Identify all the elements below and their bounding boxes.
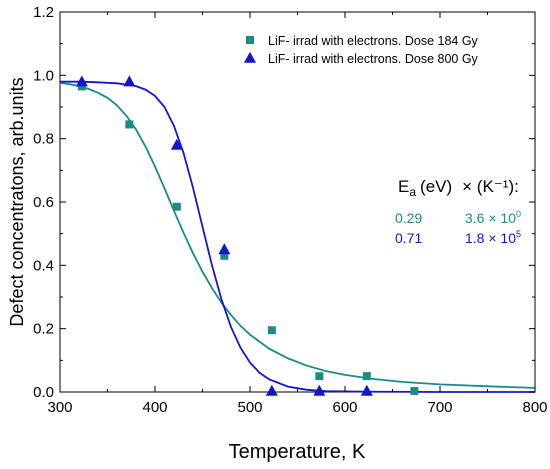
y-tick-label: 0.8 — [33, 131, 54, 148]
fit-curve-series-1 — [59, 82, 536, 389]
annotation-ea-value: 0.29 — [395, 210, 422, 226]
data-point-series-2 — [218, 243, 231, 255]
data-point-series-1 — [125, 120, 134, 129]
ea-subscript: a — [409, 185, 416, 199]
x-tick-label: 300 — [47, 399, 72, 416]
prefactor-mantissa: 1.8 × 10 — [465, 230, 516, 246]
legend-marker-series-1 — [246, 36, 254, 44]
data-point-series-1 — [172, 202, 181, 211]
x-tick-label: 800 — [522, 399, 547, 416]
x-tick-label: 400 — [142, 399, 167, 416]
legend-label-series-1: LiF- irrad with electrons. Dose 184 Gy — [268, 34, 479, 48]
y-tick-label: 1.2 — [33, 4, 54, 21]
data-point-series-2 — [75, 75, 88, 87]
data-point-series-2 — [123, 75, 136, 87]
axis-ticks: 300 400 500 600 700 800 0.0 0.2 0.4 0.6 0.8 1.0 1.2 — [33, 4, 547, 416]
fit-curve-series-2 — [60, 80, 535, 393]
x-axis-label: Temperature, K — [229, 441, 366, 463]
y-tick-label: 0.6 — [33, 194, 54, 211]
data-points — [75, 75, 419, 396]
data-point-series-1 — [315, 372, 324, 381]
annotation-ea-value: 0.71 — [395, 230, 422, 246]
x-tick-label: 500 — [237, 399, 262, 416]
data-point-series-1 — [267, 326, 276, 335]
annotation-prefactor: 1.8 × 105 — [465, 229, 521, 246]
legend-marker-series-2 — [244, 51, 256, 63]
data-point-series-1 — [410, 387, 419, 396]
ea-unit: (eV) — [420, 177, 452, 196]
data-point-series-2 — [313, 384, 326, 396]
data-point-series-2 — [360, 384, 373, 396]
data-point-series-2 — [265, 384, 278, 396]
annotation-header: Ea (eV) × (K⁻¹): — [398, 177, 519, 199]
legend-label-series-2: LiF- irrad with electrons. Dose 800 Gy — [268, 52, 479, 66]
data-point-series-1 — [77, 82, 86, 91]
plot-area — [59, 11, 536, 393]
plot-frame — [59, 11, 536, 393]
data-point-series-1 — [362, 372, 371, 381]
y-tick-label: 1.0 — [33, 67, 54, 84]
prefactor-unit: × (K⁻¹): — [462, 177, 519, 196]
annotation-prefactor: 3.6 × 100 — [465, 209, 521, 226]
prefactor-exponent: 0 — [516, 209, 521, 219]
data-point-series-1 — [220, 251, 229, 260]
y-axis-label: Defect concentratons, arb.units — [7, 77, 27, 326]
x-tick-label: 700 — [427, 399, 452, 416]
y-tick-label: 0.0 — [33, 384, 54, 401]
prefactor-mantissa: 3.6 × 10 — [465, 210, 516, 226]
data-point-series-2 — [170, 138, 183, 150]
activation-energy-annotation: Ea (eV) × (K⁻¹): 0.29 3.6 × 100 0.71 1.8 × 105 — [395, 177, 521, 246]
x-tick-label: 600 — [332, 399, 357, 416]
y-tick-label: 0.2 — [33, 321, 54, 338]
ea-symbol: E — [398, 177, 409, 196]
prefactor-exponent: 5 — [516, 229, 521, 239]
fit-curves — [59, 80, 536, 393]
y-tick-label: 0.4 — [33, 257, 54, 274]
legend: LiF- irrad with electrons. Dose 184 Gy Li… — [244, 34, 479, 66]
